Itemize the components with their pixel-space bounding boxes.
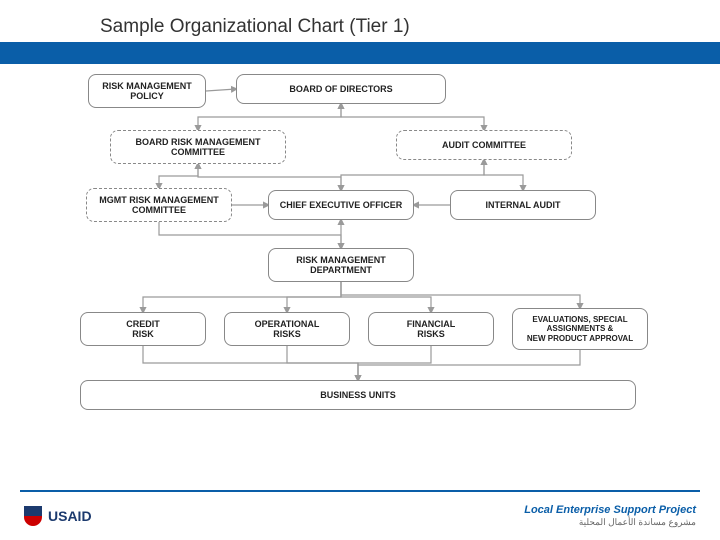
org-node-label: OPERATIONAL RISKS	[255, 319, 320, 340]
title-bar: Sample Organizational Chart (Tier 1)	[0, 10, 720, 44]
org-node-label: MGMT RISK MANAGEMENT COMMITTEE	[99, 195, 219, 216]
org-node-brm-committee: BOARD RISK MANAGEMENT COMMITTEE	[110, 130, 286, 164]
org-node-fin-risk: FINANCIAL RISKS	[368, 312, 494, 346]
org-node-bus-units: BUSINESS UNITS	[80, 380, 636, 410]
footer: USAID Local Enterprise Support Project م…	[0, 492, 720, 540]
org-node-label: CHIEF EXECUTIVE OFFICER	[280, 200, 403, 210]
org-node-label: BOARD OF DIRECTORS	[289, 84, 392, 94]
org-node-credit-risk: CREDIT RISK	[80, 312, 206, 346]
usaid-logo: USAID	[24, 506, 92, 526]
org-node-op-risk: OPERATIONAL RISKS	[224, 312, 350, 346]
org-node-label: RISK MANAGEMENT DEPARTMENT	[296, 255, 386, 276]
org-node-rm-dept: RISK MANAGEMENT DEPARTMENT	[268, 248, 414, 282]
org-node-label: EVALUATIONS, SPECIAL ASSIGNMENTS & NEW P…	[527, 315, 633, 343]
org-chart: RISK MANAGEMENT POLICY BOARD OF DIRECTORS…	[0, 64, 720, 480]
org-node-risk-policy: RISK MANAGEMENT POLICY	[88, 74, 206, 108]
page-title: Sample Organizational Chart (Tier 1)	[100, 16, 410, 38]
org-node-ceo: CHIEF EXECUTIVE OFFICER	[268, 190, 414, 220]
usaid-text: USAID	[48, 508, 92, 524]
org-node-label: BOARD RISK MANAGEMENT COMMITTEE	[136, 137, 261, 158]
org-node-audit-comm: AUDIT COMMITTEE	[396, 130, 572, 160]
usaid-shield-icon	[24, 506, 42, 526]
org-node-board: BOARD OF DIRECTORS	[236, 74, 446, 104]
title-underbar	[0, 42, 720, 64]
org-node-label: BUSINESS UNITS	[320, 390, 396, 400]
org-node-evals: EVALUATIONS, SPECIAL ASSIGNMENTS & NEW P…	[512, 308, 648, 350]
org-node-label: RISK MANAGEMENT POLICY	[102, 81, 192, 102]
org-node-label: AUDIT COMMITTEE	[442, 140, 526, 150]
lesp-arabic: مشروع مساندة الأعمال المحلية	[524, 518, 696, 527]
org-node-label: INTERNAL AUDIT	[486, 200, 561, 210]
lesp-logo: Local Enterprise Support Project مشروع م…	[524, 505, 696, 527]
org-node-label: FINANCIAL RISKS	[407, 319, 456, 340]
org-node-mgmt-rm-comm: MGMT RISK MANAGEMENT COMMITTEE	[86, 188, 232, 222]
org-node-internal-audit: INTERNAL AUDIT	[450, 190, 596, 220]
org-node-label: CREDIT RISK	[126, 319, 160, 340]
lesp-english: Local Enterprise Support Project	[524, 505, 696, 517]
